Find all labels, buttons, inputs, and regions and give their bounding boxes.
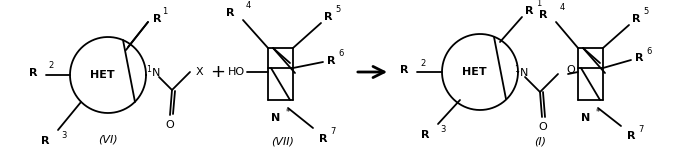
Text: 2: 2 (48, 62, 53, 71)
Text: $\mathbf{R}$: $\mathbf{R}$ (631, 12, 641, 24)
Text: $\mathbf{R}$: $\mathbf{R}$ (28, 66, 38, 78)
Text: 7: 7 (638, 124, 643, 133)
Text: $\mathbf{R}$: $\mathbf{R}$ (224, 6, 235, 18)
Text: (I): (I) (534, 137, 546, 147)
Text: 6: 6 (646, 46, 652, 55)
Text: $\mathregular{^1}$N: $\mathregular{^1}$N (514, 64, 528, 80)
Text: $\mathbf{R}$: $\mathbf{R}$ (326, 54, 336, 66)
Text: *: * (596, 108, 600, 117)
Text: N: N (271, 113, 281, 123)
Text: O: O (166, 120, 174, 130)
Text: $\mathregular{^1}$N: $\mathregular{^1}$N (146, 64, 160, 80)
Text: +: + (210, 63, 226, 81)
Text: 5: 5 (643, 7, 648, 16)
Text: HO: HO (228, 67, 245, 77)
Text: 1: 1 (536, 0, 542, 9)
Text: N: N (581, 113, 590, 123)
Text: 3: 3 (61, 131, 66, 140)
Text: 6: 6 (338, 49, 344, 58)
Text: 2: 2 (420, 58, 425, 67)
Text: 7: 7 (330, 128, 335, 137)
Text: O: O (539, 122, 547, 132)
Text: HET: HET (461, 67, 487, 77)
Text: $\mathbf{R}$: $\mathbf{R}$ (40, 134, 50, 146)
Text: X: X (196, 67, 204, 77)
Text: HET: HET (90, 70, 114, 80)
Text: (VII): (VII) (272, 137, 294, 147)
Text: $\mathbf{R}$: $\mathbf{R}$ (524, 4, 535, 16)
Text: O: O (566, 65, 575, 75)
Text: 5: 5 (335, 5, 340, 15)
Text: $\mathbf{R}$: $\mathbf{R}$ (626, 129, 636, 141)
Text: $\mathbf{R}$: $\mathbf{R}$ (318, 132, 328, 144)
Text: *: * (286, 108, 290, 117)
Text: $\mathbf{R}$: $\mathbf{R}$ (399, 63, 409, 75)
Text: $\mathbf{R}$: $\mathbf{R}$ (323, 10, 333, 22)
Text: 4: 4 (560, 4, 565, 13)
Text: $\mathbf{R}$: $\mathbf{R}$ (634, 51, 644, 63)
Text: $\mathbf{R}$: $\mathbf{R}$ (537, 8, 548, 20)
Text: (VI): (VI) (98, 135, 118, 145)
Text: 1: 1 (162, 7, 167, 16)
Text: $\mathbf{R}$: $\mathbf{R}$ (152, 12, 162, 24)
Text: 4: 4 (246, 2, 251, 11)
Text: $\mathbf{R}$: $\mathbf{R}$ (420, 128, 430, 140)
Text: 3: 3 (440, 126, 445, 135)
